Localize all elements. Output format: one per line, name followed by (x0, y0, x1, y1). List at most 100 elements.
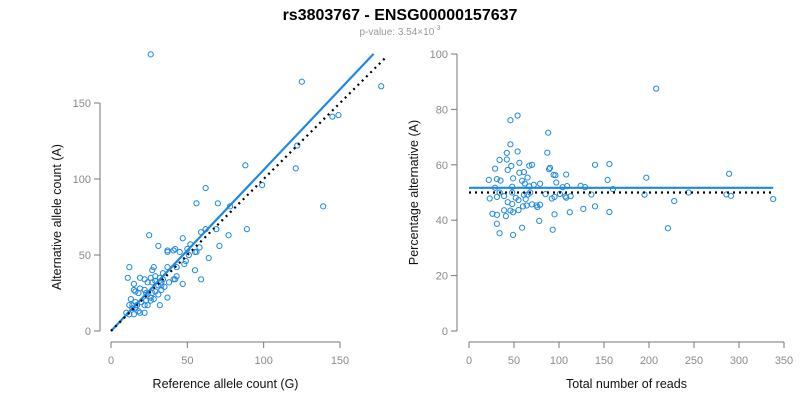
data-point (242, 162, 249, 169)
data-point (591, 203, 599, 210)
data-point (497, 177, 504, 184)
data-point (563, 171, 570, 178)
y-tick-label: 100 (73, 174, 91, 186)
data-point (127, 295, 134, 303)
data-point (514, 148, 521, 155)
data-point (551, 211, 558, 218)
data-point (202, 185, 209, 192)
data-point (563, 194, 570, 201)
data-point (770, 195, 777, 203)
data-point (141, 276, 148, 283)
x-tick-label: 150 (595, 355, 613, 367)
y-tick-label: 60 (436, 160, 448, 172)
data-point (486, 195, 493, 202)
left-panel: 0 50 100 150 0 50 100 150 Reference allele count… (50, 51, 387, 391)
data-point (524, 174, 531, 181)
y-tick-label: 150 (73, 98, 91, 110)
data-point (135, 308, 142, 315)
data-point (526, 162, 533, 169)
data-point (182, 257, 189, 265)
data-point (546, 164, 554, 171)
data-point (292, 165, 299, 172)
data-point (588, 191, 595, 198)
data-point (515, 207, 522, 214)
data-point (492, 165, 499, 172)
data-point (259, 181, 266, 189)
x-tick-label: 150 (331, 355, 349, 367)
data-point (507, 207, 514, 214)
data-point (493, 220, 500, 227)
data-point (335, 112, 342, 119)
x-axis-label: Reference allele count (G) (153, 377, 299, 391)
data-point (124, 274, 131, 281)
y-tick-label: 40 (436, 215, 448, 227)
data-point (546, 166, 553, 173)
y-tick-label: 50 (79, 250, 91, 262)
data-point (556, 190, 564, 197)
data-point (378, 83, 385, 90)
data-point (503, 156, 510, 163)
data-point (172, 245, 179, 253)
data-point (520, 168, 528, 176)
data-point (164, 294, 171, 301)
data-point (604, 176, 611, 184)
x-tick-label: 350 (775, 355, 793, 367)
data-point (136, 309, 144, 316)
data-point (542, 191, 549, 198)
data-point (524, 191, 531, 198)
data-point (489, 210, 496, 217)
x-tick-label: 0 (108, 355, 114, 367)
data-point (562, 193, 569, 200)
data-point (130, 311, 137, 318)
data-point (508, 162, 515, 170)
data-point (501, 207, 508, 214)
x-axis-label: Total number of reads (566, 377, 687, 391)
data-point (504, 166, 511, 174)
data-point (149, 267, 156, 274)
data-point (196, 244, 203, 251)
data-point (132, 288, 139, 295)
data-point (165, 279, 173, 286)
data-point (504, 199, 511, 206)
data-point (671, 197, 678, 205)
data-point (150, 264, 157, 271)
chart-subtitle: p-value: 3.54×10-3 (359, 25, 440, 38)
fit-line (110, 53, 375, 332)
chart-title: rs3803767 - ENSG00000157637 (283, 7, 518, 24)
data-point (507, 117, 514, 124)
x-tick-label: 100 (550, 355, 568, 367)
data-point (144, 302, 151, 309)
data-point (135, 289, 142, 297)
data-point (503, 149, 510, 157)
data-point (496, 156, 503, 164)
x-tick-label: 50 (508, 355, 520, 367)
data-point (164, 248, 171, 256)
data-point (726, 170, 733, 177)
data-point (185, 251, 192, 259)
data-point (158, 282, 165, 289)
data-point (181, 261, 188, 268)
y-tick-label: 20 (436, 271, 448, 283)
y-axis-label: Alternative allele count (A) (50, 144, 64, 290)
data-point (537, 201, 544, 208)
x-tick-label: 0 (466, 355, 472, 367)
data-point (214, 200, 221, 207)
data-point (216, 242, 223, 249)
data-point (519, 224, 526, 231)
data-point (191, 248, 199, 256)
data-point (179, 235, 186, 242)
y-tick-label: 100 (430, 49, 448, 61)
data-point (544, 149, 551, 156)
data-point (664, 225, 672, 232)
data-point (146, 232, 153, 239)
data-point (528, 161, 536, 168)
data-point (205, 254, 212, 262)
data-point (225, 232, 232, 239)
data-point (515, 196, 522, 204)
y-axis-label: Percentage alternative (A) (407, 120, 421, 265)
data-point (606, 208, 613, 216)
data-point (150, 295, 157, 303)
data-point (516, 159, 523, 166)
y-tick-label: 0 (85, 326, 91, 338)
data-point (509, 189, 516, 196)
